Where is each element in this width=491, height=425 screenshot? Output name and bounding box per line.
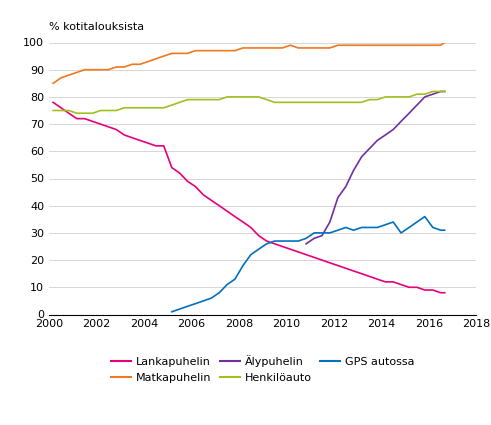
Legend: Lankapuhelin, Matkapuhelin, Älypuhelin, Henkilöauto, GPS autossa: Lankapuhelin, Matkapuhelin, Älypuhelin, … — [111, 355, 414, 383]
Text: % kotitalouksista: % kotitalouksista — [49, 22, 144, 31]
